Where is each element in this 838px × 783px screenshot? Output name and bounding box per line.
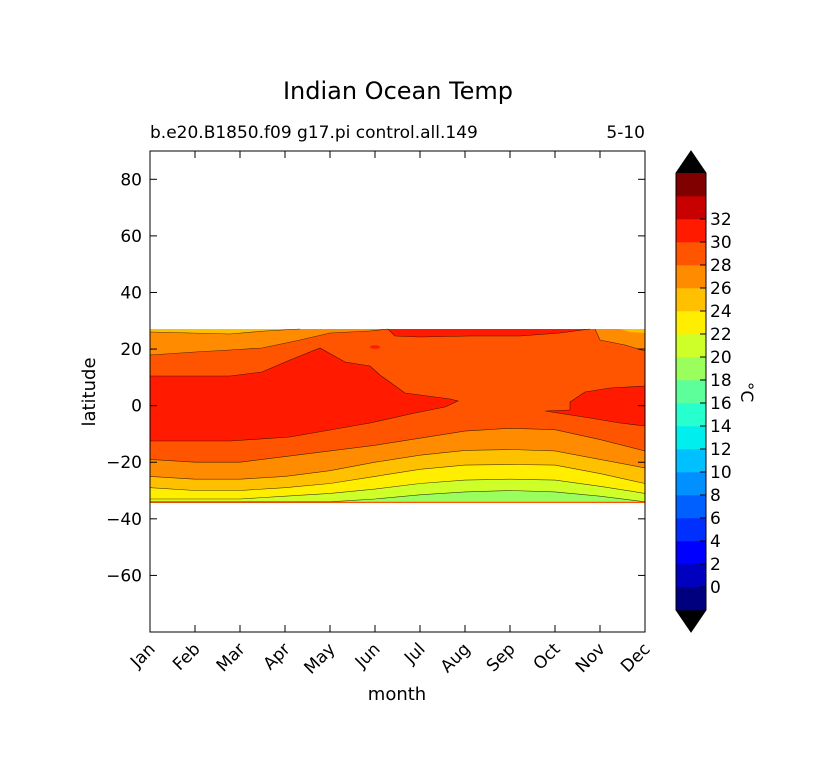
colorbar-tick-label: 10: [710, 463, 732, 483]
colorbar-tick-label: 26: [710, 279, 732, 299]
colorbar-tick-label: 24: [710, 302, 732, 322]
x-tick-label: Mar: [213, 639, 250, 676]
colorbar-segment: [676, 288, 706, 312]
colorbar-segment: [676, 334, 706, 358]
band-28-30-spot: [370, 345, 380, 349]
y-tick-label: −20: [106, 453, 142, 473]
colorbar-tick-label: 28: [710, 256, 732, 276]
contour-line-south: [150, 427, 645, 463]
colorbar-segment: [676, 311, 706, 335]
y-tick-label: 40: [120, 283, 142, 303]
y-tick-label: 60: [120, 227, 142, 247]
colorbar-segment: [676, 173, 706, 197]
y-axis: 80 60 40 20 0 −20 −40 −60: [106, 170, 645, 586]
colorbar-tick-label: 6: [710, 509, 721, 529]
colorbar-segment: [676, 242, 706, 266]
band-16-18-south: [150, 490, 645, 502]
band-22-24-south: [150, 449, 645, 491]
colorbar-segment: [676, 564, 706, 588]
band-18-20-south: [150, 479, 645, 502]
band-24-26-north-east: [595, 329, 645, 351]
colorbar-segment: [676, 357, 706, 381]
colorbar-segment: [676, 472, 706, 496]
colorbar-segment: [676, 587, 706, 611]
band-24-26-south: [150, 428, 645, 480]
contour-line-28-east: [544, 385, 645, 427]
x-tick-label: Oct: [530, 639, 565, 674]
contour-line-south: [150, 449, 645, 480]
colorbar-tick-label: 16: [710, 394, 732, 414]
x-tick-label: Aug: [437, 639, 475, 677]
colorbar-tick-label: 4: [710, 532, 721, 552]
x-tick-label: Jul: [400, 639, 429, 668]
colorbar-tick-label: 30: [710, 233, 732, 253]
x-tick-label: Dec: [617, 639, 654, 676]
colorbar-over-arrow: [676, 151, 706, 173]
colorbar-tick-label: 22: [710, 325, 732, 345]
contour-line-28-north: [387, 328, 591, 338]
band-28-30-east: [545, 386, 645, 426]
y-tick-label: −40: [106, 510, 142, 530]
contour-line-south: [150, 490, 645, 503]
band-22-24-north-east: [620, 329, 645, 333]
y-axis-label: latitude: [79, 357, 100, 426]
colorbar-segment: [676, 403, 706, 427]
y-tick-label: 0: [131, 397, 142, 417]
contour-line-24-north: [150, 328, 301, 335]
colorbar-segment: [676, 265, 706, 289]
colorbar-segment: [676, 426, 706, 450]
colorbar-tick-label: 20: [710, 348, 732, 368]
x-tick-label: Apr: [260, 639, 295, 674]
chart-title: Indian Ocean Temp: [283, 77, 513, 105]
colorbar-tick-label: 18: [710, 371, 732, 391]
x-axis-label: month: [368, 684, 426, 705]
x-tick-label: May: [301, 639, 340, 678]
contour-lines: [150, 328, 645, 503]
colorbar-segment: [676, 495, 706, 519]
colorbar-tick-label: 14: [710, 417, 732, 437]
plot-frame: [149, 150, 646, 633]
x-tick-label: Nov: [572, 639, 610, 677]
x-tick-label: Jun: [351, 639, 385, 673]
colorbar-segment: [676, 380, 706, 404]
colorbar-frame: [675, 150, 707, 633]
contour-fills: [150, 329, 645, 503]
y-tick-label: −60: [106, 566, 142, 586]
contour-line-south: [150, 464, 645, 491]
band-28-30-north: [388, 329, 590, 337]
band-24-26-north: [150, 329, 388, 355]
colorbar-segment: [676, 196, 706, 220]
x-tick-label: Jan: [126, 639, 159, 672]
colorbar-label: °C: [736, 382, 756, 402]
contour-line-28-west: [150, 347, 459, 442]
y-tick-label: 20: [120, 340, 142, 360]
colorbar-tick-label: 32: [710, 210, 732, 230]
contour-line-south: [150, 478, 645, 500]
colorbar-segment: [676, 518, 706, 542]
x-tick-label: Sep: [483, 639, 520, 676]
colorbar-under-arrow: [676, 610, 706, 632]
chart-subtitle-right: 5-10: [606, 123, 645, 143]
colorbar-tick-label: 8: [710, 486, 721, 506]
band-28-30-west: [150, 348, 458, 441]
colorbar-tick-label: 12: [710, 440, 732, 460]
band-20-22-south: [150, 464, 645, 499]
colorbar-segment: [676, 449, 706, 473]
contour-line-26-ne: [594, 328, 645, 352]
contour-line-26-north: [150, 328, 389, 356]
y-tick-label: 80: [120, 170, 142, 190]
colorbar-segment: [676, 541, 706, 565]
colorbar-tick-label: 2: [710, 555, 721, 575]
colorbar-segment: [676, 219, 706, 243]
chart-subtitle-left: b.e20.B1850.f09 g17.pi control.all.149: [150, 123, 478, 143]
colorbar-tick-label: 0: [710, 578, 721, 598]
x-tick-label: Feb: [169, 639, 204, 674]
